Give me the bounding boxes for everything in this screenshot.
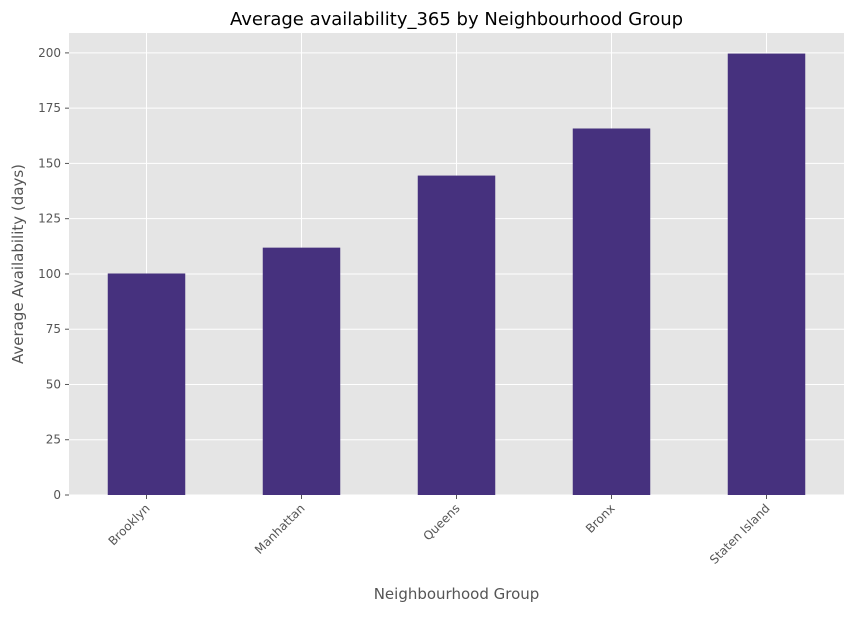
x-tick-label: Manhattan [252, 501, 308, 557]
y-tick-label: 125 [38, 212, 61, 226]
y-axis: 0 25 50 75 100 125 150 175 200 [38, 46, 69, 502]
y-tick-label: 25 [46, 433, 61, 447]
bars [107, 53, 806, 496]
x-tick-label: Bronx [583, 501, 618, 536]
x-tick-label: Queens [420, 501, 462, 543]
y-axis-label: Average Availability (days) [9, 164, 27, 364]
chart-title: Average availability_365 by Neighbourhoo… [230, 9, 683, 30]
y-tick-label: 50 [46, 377, 61, 391]
y-tick-label: 150 [38, 156, 61, 170]
bar-queens [417, 175, 496, 495]
x-tick-label: Brooklyn [106, 501, 153, 548]
x-tick-label: Staten Island [707, 501, 773, 567]
y-tick-label: 0 [53, 488, 61, 502]
bar-staten-island [727, 53, 806, 496]
y-tick-label: 100 [38, 267, 61, 281]
x-axis: Brooklyn Manhattan Queens Bronx Staten Islan… [106, 495, 773, 567]
bar-brooklyn [107, 273, 186, 495]
y-tick-label: 75 [46, 322, 61, 336]
bar-bronx [572, 128, 651, 495]
y-tick-label: 175 [38, 101, 61, 115]
y-tick-label: 200 [38, 46, 61, 60]
x-axis-label: Neighbourhood Group [374, 585, 540, 603]
bar-manhattan [262, 247, 341, 495]
